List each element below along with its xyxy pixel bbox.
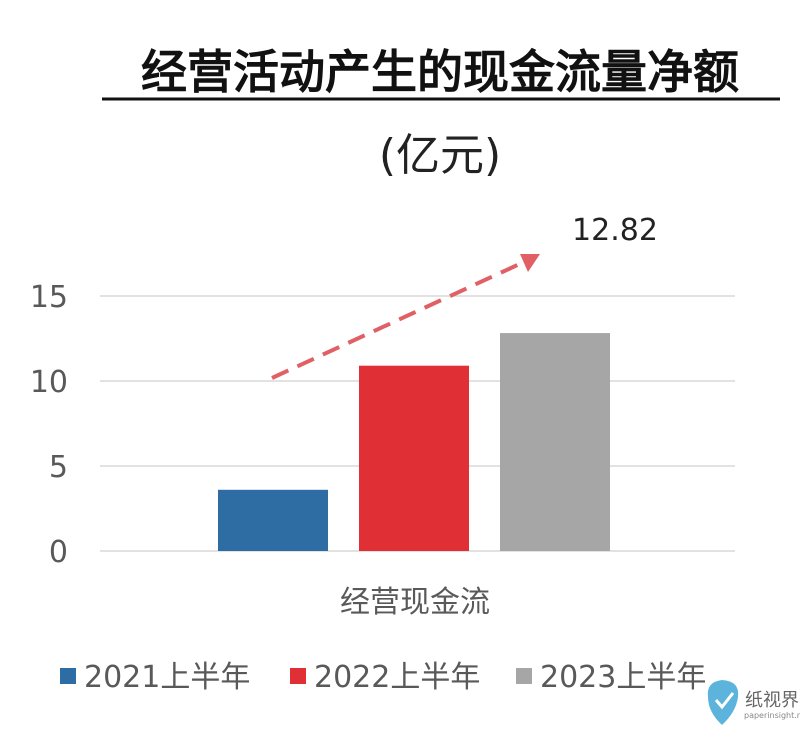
bar-2021上半年 <box>218 489 328 551</box>
y-tick-label: 5 <box>49 450 68 485</box>
chart-title: 经营活动产生的现金流量净额 <box>141 45 739 99</box>
legend-swatch <box>290 668 306 684</box>
bar-2022上半年 <box>359 365 469 551</box>
y-tick-label: 15 <box>30 280 68 315</box>
y-axis-ticks: 0 5 10 15 <box>30 280 68 570</box>
chart-subtitle: (亿元) <box>379 130 501 181</box>
category-label: 经营现金流 <box>340 585 490 620</box>
annotation-label: 12.82 <box>572 213 658 248</box>
watermark-sub: paperinsight.net <box>744 711 800 720</box>
legend: 2021上半年 2022上半年 2023上半年 <box>60 660 706 695</box>
y-tick-label: 10 <box>30 365 68 400</box>
y-tick-label: 0 <box>49 535 68 570</box>
legend-item: 2023上半年 <box>516 660 706 695</box>
watermark-text: 纸视界 <box>745 690 799 711</box>
legend-swatch <box>60 668 76 684</box>
legend-swatch <box>516 668 532 684</box>
legend-item: 2022上半年 <box>290 660 480 695</box>
bars <box>218 333 610 551</box>
watermark-logo: 纸视界 paperinsight.net <box>707 680 800 725</box>
legend-item: 2021上半年 <box>60 660 250 695</box>
trend-arrow <box>271 254 540 380</box>
legend-label: 2021上半年 <box>84 660 250 695</box>
legend-label: 2023上半年 <box>540 660 706 695</box>
legend-label: 2022上半年 <box>314 660 480 695</box>
bar-2023上半年 <box>500 333 610 551</box>
